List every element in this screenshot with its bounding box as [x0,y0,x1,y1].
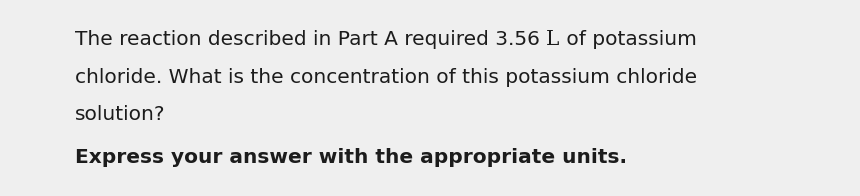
Text: The reaction described in Part A required 3.56: The reaction described in Part A require… [75,30,546,49]
Text: chloride. What is the concentration of this potassium chloride: chloride. What is the concentration of t… [75,68,697,87]
Text: of potassium: of potassium [560,30,697,49]
Text: Express your answer with the appropriate units.: Express your answer with the appropriate… [75,148,627,167]
Text: L: L [546,30,560,49]
Text: solution?: solution? [75,105,165,124]
